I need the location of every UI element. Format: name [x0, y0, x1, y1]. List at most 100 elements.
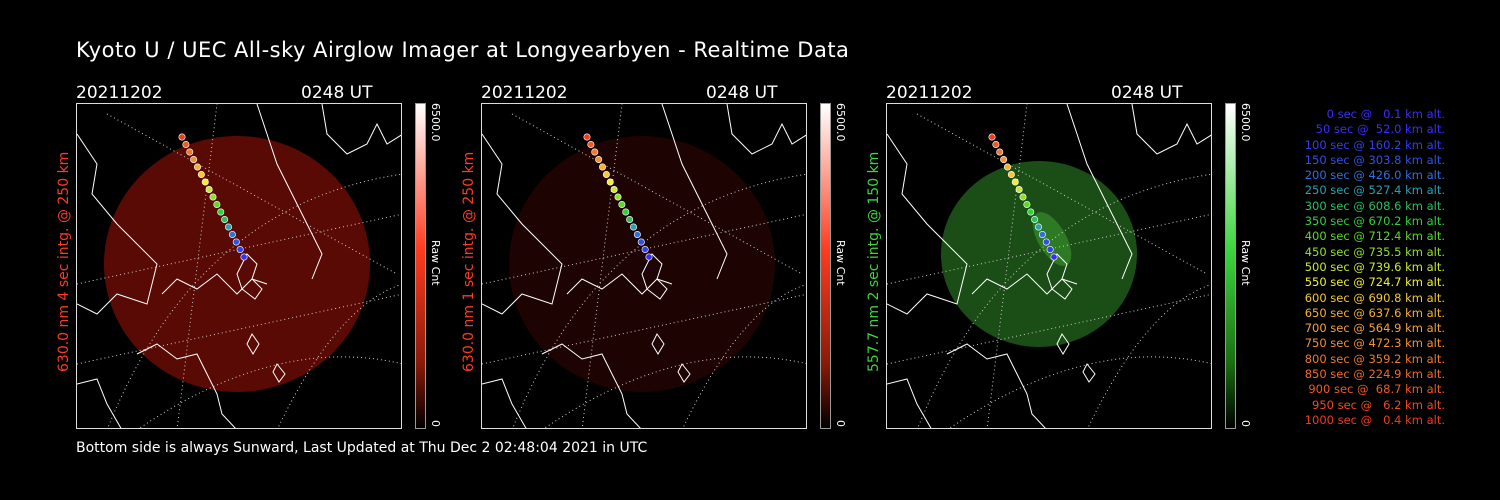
coastline	[661, 104, 728, 280]
trajectory-point	[186, 148, 194, 156]
trajectory-point	[205, 186, 213, 194]
coastline	[77, 133, 158, 315]
trajectory-point	[595, 155, 603, 163]
legend-row: 0 sec @ 0.1 km alt.	[1326, 107, 1445, 121]
trajectory-point	[225, 223, 233, 231]
legend-row: 150 sec @ 303.8 km alt.	[1304, 152, 1445, 167]
trajectory-point	[583, 133, 591, 141]
footer-status: Bottom side is always Sunward, Last Upda…	[76, 440, 648, 456]
coastline	[1131, 104, 1211, 155]
colorbar-max-label: 6500.0	[429, 103, 442, 142]
trajectory-point	[221, 216, 229, 224]
trajectory-point	[992, 140, 1000, 148]
trajectory-point	[1007, 171, 1015, 179]
coastline	[77, 378, 122, 428]
legend-row: 800 sec @ 359.2 km alt.	[1304, 351, 1445, 366]
legend-row: 1000 sec @ 0.4 km alt.	[1304, 412, 1445, 427]
panel-time: 0248 UT	[706, 83, 778, 103]
legend-row: 500 sec @ 739.6 km alt.	[1304, 259, 1445, 274]
coastline	[482, 378, 527, 428]
legend-row: 200 sec @ 426.0 km alt.	[1304, 168, 1445, 183]
trajectory-point	[197, 171, 205, 179]
trajectory-point	[1027, 208, 1035, 216]
trajectory-point	[228, 231, 236, 239]
geo-grid-line	[949, 356, 1211, 428]
coastline	[541, 343, 641, 428]
trajectory-point	[645, 253, 653, 261]
legend-row: 600 sec @ 690.8 km alt.	[1304, 290, 1445, 305]
coastline	[246, 333, 260, 355]
trajectory-point	[626, 216, 634, 224]
trajectory-point	[637, 238, 645, 246]
trajectory-point	[618, 201, 626, 209]
airglow-emission	[509, 136, 775, 392]
aurora-arc	[1032, 212, 1072, 266]
trajectory-point	[1038, 231, 1046, 239]
airglow-emission	[104, 136, 370, 392]
coastline	[321, 104, 401, 155]
colorbar	[820, 103, 831, 429]
trajectory-point	[201, 178, 209, 186]
trajectory-point	[633, 231, 641, 239]
trajectory-point	[606, 178, 614, 186]
geo-grid-line	[581, 104, 623, 428]
legend-row: 650 sec @ 637.6 km alt.	[1304, 305, 1445, 320]
legend-row: 250 sec @ 527.4 km alt.	[1304, 183, 1445, 198]
coastline	[651, 333, 665, 355]
trajectory-point	[240, 253, 248, 261]
colorbar-unit-label: Raw Cnt	[834, 240, 847, 286]
panel-wavelength-label: 557.7 nm 2 sec intg. @ 150 km	[866, 151, 882, 372]
panel-time: 0248 UT	[301, 83, 373, 103]
allsky-image	[481, 103, 807, 429]
trajectory-point	[630, 223, 638, 231]
legend-row: 750 sec @ 472.3 km alt.	[1304, 336, 1445, 351]
page-title: Kyoto U / UEC All-sky Airglow Imager at …	[76, 38, 850, 62]
panel-wavelength-label: 630.0 nm 4 sec intg. @ 250 km	[56, 151, 72, 372]
geo-grid-line	[106, 113, 398, 275]
legend-row: 100 sec @ 160.2 km alt.	[1304, 137, 1445, 152]
panel-time: 0248 UT	[1111, 83, 1183, 103]
trajectory-point	[1031, 216, 1039, 224]
coastline	[272, 363, 286, 383]
trajectory-point	[610, 186, 618, 194]
coastline	[946, 343, 1046, 428]
legend-row: 300 sec @ 608.6 km alt.	[1304, 198, 1445, 213]
trajectory-point	[587, 140, 595, 148]
trajectory-point	[1011, 178, 1019, 186]
colorbar-min-label: 0	[429, 420, 442, 427]
trajectory-point	[1000, 155, 1008, 163]
colorbar-max-label: 6500.0	[834, 103, 847, 142]
geo-grid-line	[511, 113, 803, 275]
legend-row: 700 sec @ 564.9 km alt.	[1304, 321, 1445, 336]
legend-row: 350 sec @ 670.2 km alt.	[1304, 214, 1445, 229]
coastline	[887, 133, 968, 315]
allsky-image	[76, 103, 402, 429]
coastline	[677, 363, 691, 383]
coastline	[482, 133, 563, 315]
allsky-image	[886, 103, 1212, 429]
trajectory-point	[1023, 201, 1031, 209]
coastline	[136, 343, 236, 428]
trajectory-point	[232, 238, 240, 246]
trajectory-point	[217, 208, 225, 216]
geo-grid-line	[986, 104, 1028, 428]
trajectory-point	[178, 133, 186, 141]
trajectory-point	[641, 246, 649, 254]
coastline	[1082, 363, 1096, 383]
trajectory-point	[1050, 253, 1058, 261]
colorbar	[1225, 103, 1236, 429]
trajectory-point	[602, 171, 610, 179]
trajectory-point	[1046, 246, 1054, 254]
trajectory-point	[1019, 193, 1027, 201]
legend-row: 900 sec @ 68.7 km alt.	[1308, 382, 1445, 397]
trajectory-point	[988, 133, 996, 141]
colorbar-min-label: 0	[834, 420, 847, 427]
geo-grid-line	[176, 104, 218, 428]
geo-grid-line	[277, 284, 401, 428]
trajectory-point	[614, 193, 622, 201]
trajectory-legend: 0 sec @ 0.1 km alt. 50 sec @ 52.0 km alt.…	[1230, 107, 1445, 428]
trajectory-point	[1004, 163, 1012, 171]
trajectory-point	[591, 148, 599, 156]
panel-date: 20211202	[481, 83, 568, 103]
panel-date: 20211202	[76, 83, 163, 103]
